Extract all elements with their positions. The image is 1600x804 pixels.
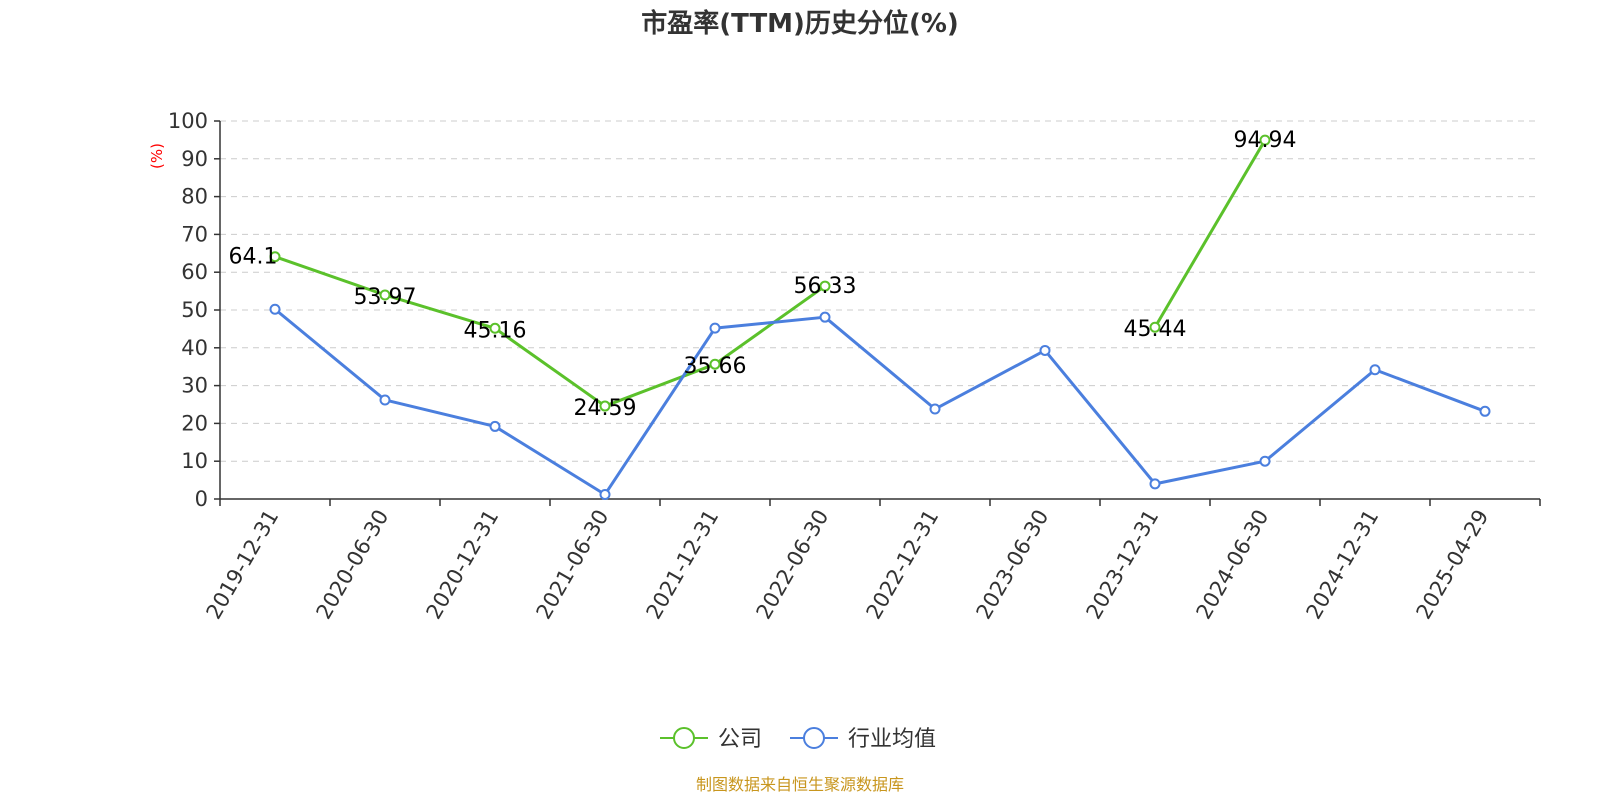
x-tick-label: 2021-12-31: [642, 506, 724, 624]
axis-layer: 0 10 20 30 40 50 60 70 80 90 100 2019-12-31 2020-06-…: [168, 109, 1541, 624]
x-tick-label: 2024-06-30: [1192, 506, 1274, 624]
y-tick-label: 50: [181, 298, 208, 322]
y-tick-label: 100: [168, 109, 208, 133]
data-point-1: [1369, 364, 1381, 376]
source-note: 制图数据来自恒生聚源数据库: [696, 775, 904, 794]
data-point-0: [1259, 134, 1271, 146]
data-point-0: [489, 322, 501, 334]
legend-industry-label: 行业均值: [848, 727, 936, 752]
x-tick-label: 2023-06-30: [972, 506, 1054, 624]
data-point-0: [379, 289, 391, 301]
data-point-1: [929, 403, 941, 415]
data-point-1: [819, 311, 831, 323]
data-point-0: [709, 358, 721, 370]
data-label: 45.16: [464, 318, 527, 343]
data-point-1: [1149, 478, 1161, 490]
y-tick-label: 20: [181, 411, 208, 435]
y-tick-label: 60: [181, 260, 208, 284]
data-label: 35.66: [684, 354, 747, 379]
data-point-0: [1149, 321, 1161, 333]
legend-company-marker: [673, 727, 695, 749]
legend: 公司 行业均值: [660, 727, 936, 752]
y-tick-label: 40: [181, 336, 208, 360]
data-point-0: [599, 400, 611, 412]
data-label: 45.44: [1124, 317, 1187, 342]
x-tick-label: 2022-06-30: [752, 506, 834, 624]
y-tick-label: 10: [181, 449, 208, 473]
data-point-1: [1259, 455, 1271, 467]
y-tick-label: 30: [181, 374, 208, 398]
x-tick-label: 2023-12-31: [1082, 506, 1164, 624]
y-tick-label: 0: [195, 487, 208, 511]
x-tick-label: 2020-12-31: [422, 506, 504, 624]
data-point-0: [819, 280, 831, 292]
legend-item-company[interactable]: 公司: [660, 727, 762, 752]
y-axis-label: (%): [148, 143, 166, 169]
legend-industry-marker: [803, 727, 825, 749]
data-point-1: [599, 488, 611, 500]
x-tick-label: 2021-06-30: [532, 506, 614, 624]
data-label: 64.1: [229, 245, 278, 270]
series-line-0: [1153, 139, 1267, 328]
data-point-1: [1479, 405, 1491, 417]
x-tick-label: 2024-12-31: [1302, 506, 1384, 624]
legend-item-industry-average[interactable]: 行业均值: [790, 727, 936, 752]
data-label: 24.59: [574, 396, 637, 421]
data-label: 94.94: [1234, 128, 1297, 153]
y-tick-label: 90: [181, 147, 208, 171]
series-line-0: [274, 255, 826, 408]
data-point-0: [269, 251, 281, 263]
legend-company-label: 公司: [718, 727, 762, 752]
x-tick-label: 2022-12-31: [862, 506, 944, 624]
chart-title: 市盈率(TTM)历史分位(%): [641, 8, 959, 39]
y-tick-label: 70: [181, 222, 208, 246]
series-line-1: [274, 308, 1486, 496]
data-point-1: [379, 394, 391, 406]
data-label: 56.33: [794, 274, 857, 299]
data-label: 53.97: [354, 285, 417, 310]
data-point-1: [1039, 344, 1051, 356]
data-point-1: [489, 420, 501, 432]
series-layer: [269, 134, 1491, 500]
x-tick-label: 2020-06-30: [312, 506, 394, 624]
data-label-layer: 64.1 53.97 45.16 24.59 35.66 56.33 45.44 94.94: [229, 128, 1297, 421]
grid-layer: [220, 120, 1540, 462]
data-point-1: [269, 303, 281, 315]
data-point-1: [709, 322, 721, 334]
x-tick-label: 2019-12-31: [202, 506, 284, 624]
x-tick-label: 2025-04-29: [1412, 506, 1494, 624]
y-tick-label: 80: [181, 185, 208, 209]
